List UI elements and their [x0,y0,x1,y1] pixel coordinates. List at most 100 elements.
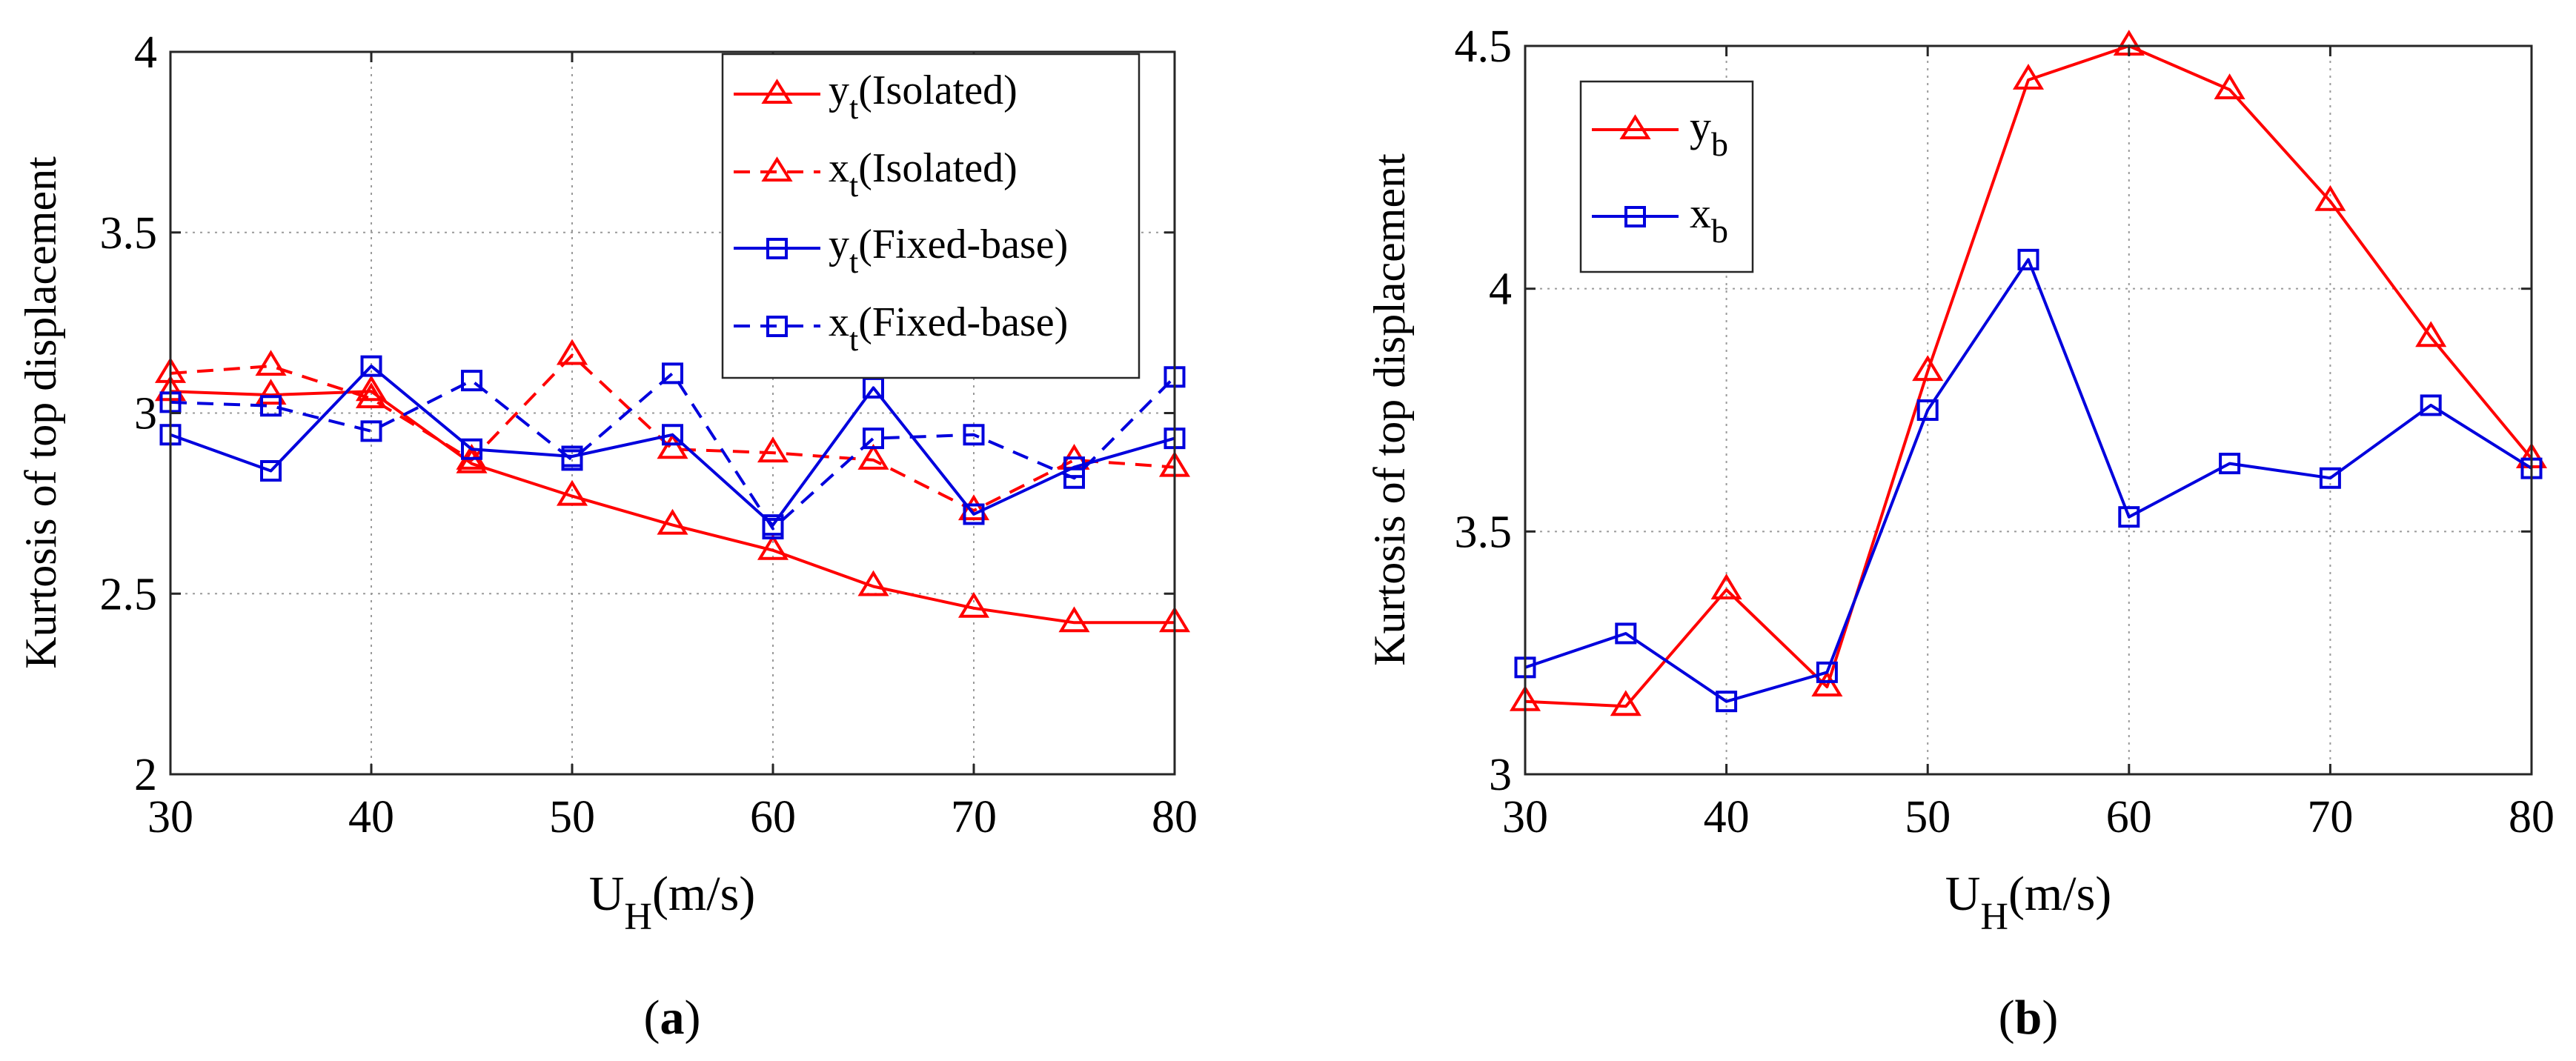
data-point-a-0-8 [957,591,990,618]
legend-box-a [721,53,1141,379]
x-tick-label-a-3: 60 [750,792,796,842]
y-axis-label-b: Kurtosis of top displacement [1365,153,1414,666]
y-tick-label-a-2: 3 [134,389,157,439]
legend-marker-b-1 [1624,206,1646,227]
legend-entry-b-0: yb [1592,102,1728,163]
data-point-b-1-5 [2017,248,2039,270]
data-point-b-1-6 [2118,506,2140,528]
legend-label-a-0: yt(Isolated) [829,67,1018,126]
x-tick-label-a-1: 40 [348,792,394,842]
legend-label-b-1: xb [1690,189,1728,250]
ticks-b: 30 40 50 60 70 80 3 3.5 4 4.5 [1455,21,2555,842]
data-point-a-3-8 [963,424,985,446]
x-tick-label-b-5: 80 [2509,792,2555,842]
x-tick-label-b-3: 60 [2106,792,2152,842]
legend-marker-a-3 [766,316,788,337]
x-axis-label-rest-a: (m/s) [652,867,755,921]
x-axis-label-sub-a: H [624,896,652,938]
series-line-a-0 [170,390,1175,625]
data-point-b-0-9 [2415,321,2447,347]
y-tick-label-a-1: 2.5 [100,569,158,619]
data-point-a-0-1 [255,379,287,405]
x-tick-label-a-0: 30 [147,792,193,842]
data-point-a-0-9 [1058,606,1090,633]
y-axis-label-a: Kurtosis of top displacement [16,156,65,669]
panel-a: 30 40 50 60 70 80 2 2.5 3 3.5 4 Kurtosis of top di… [16,27,1198,1045]
x-tick-label-b-4: 70 [2307,792,2353,842]
legend-entry-a-0: yt(Isolated) [734,67,1018,126]
legend-entry-a-3: xt(Fixed-base) [734,299,1068,358]
series-line-b-0 [1524,44,2533,708]
legend-entry-b-1: xb [1592,189,1728,250]
ticks-a: 30 40 50 60 70 80 2 2.5 3 3.5 4 [100,27,1198,842]
data-point-a-0-4 [556,479,588,506]
y-tick-label-b-0: 3 [1489,750,1512,800]
legend-marker-a-0 [761,79,793,104]
x-tick-label-a-5: 80 [1152,792,1198,842]
data-point-a-3-3 [461,370,482,392]
legend-label-b-0: yb [1690,102,1728,163]
data-point-a-3-9 [1063,467,1085,489]
data-point-a-1-4 [556,339,588,365]
legend-b: yb xb [1579,80,1754,273]
panel-caption-a: (a) [644,991,701,1045]
data-point-b-0-3 [1811,671,1843,697]
data-point-a-1-5 [657,433,688,459]
x-tick-label-b-2: 50 [1905,792,1951,842]
y-tick-label-a-0: 2 [134,750,157,800]
series-line-a-3 [170,371,1176,530]
data-point-b-0-1 [1610,690,1641,716]
x-axis-label-rest-b: (m/s) [2008,867,2111,921]
x-tick-label-b-1: 40 [1704,792,1750,842]
data-point-a-2-2 [360,355,382,377]
panel-caption-letter-b: b [2015,991,2042,1045]
y-tick-label-a-4: 4 [134,27,157,78]
data-point-a-0-3 [456,447,488,473]
x-tick-label-a-2: 50 [549,792,595,842]
y-tick-label-a-3: 3.5 [100,208,158,259]
y-tick-label-b-2: 4 [1489,265,1512,315]
data-point-b-1-1 [1615,622,1637,645]
data-point-a-1-2 [355,382,388,408]
x-axis-label-a: UH(m/s) [589,867,756,938]
series-layer-a [154,339,1191,633]
y-tick-label-b-1: 3.5 [1455,507,1513,557]
series-line-a-1 [170,353,1175,513]
data-point-b-1-3 [1816,661,1838,683]
x-axis-label-main-a: U [589,867,625,921]
data-point-a-0-5 [657,508,688,535]
data-point-a-0-7 [857,570,889,596]
data-point-b-1-7 [2219,453,2241,475]
legend-marker-a-1 [761,156,793,182]
x-axis-label-b: UH(m/s) [1945,867,2112,938]
data-point-b-0-8 [2314,184,2346,211]
data-point-a-1-1 [255,350,287,376]
x-axis-label-sub-b: H [1980,896,2008,938]
data-point-a-2-3 [461,438,482,460]
data-point-a-2-1 [260,460,282,482]
axes-box-b [1524,44,2533,776]
data-point-b-1-4 [1916,399,1939,421]
data-point-b-1-8 [2319,467,2341,489]
legend-marker-b-0 [1619,114,1651,139]
series-line-a-2 [170,365,1175,527]
legend-a: yt(Isolated) xt(Isolated) yt(Fixed-base)… [721,53,1141,379]
data-point-a-2-8 [963,503,985,525]
panel-b: 30 40 50 60 70 80 3 3.5 4 4.5 Kurtosis of top dis… [1365,21,2555,1045]
data-point-a-1-6 [757,436,789,463]
legend-entry-a-1: xt(Isolated) [734,145,1018,204]
data-point-b-1-2 [1716,691,1738,713]
series-line-b-1 [1524,258,2533,703]
data-point-b-0-5 [2012,64,2045,90]
legend-label-a-3: xt(Fixed-base) [829,299,1068,358]
data-point-a-3-5 [662,362,683,385]
data-point-b-1-9 [2420,394,2442,416]
data-point-a-3-1 [260,395,282,417]
data-point-b-0-7 [2214,73,2245,99]
panel-caption-b: (b) [1999,991,2059,1045]
legend-marker-a-2 [766,238,788,259]
panel-caption-letter-a: a [660,991,685,1045]
x-tick-label-b-0: 30 [1502,792,1548,842]
legend-entry-a-2: yt(Fixed-base) [734,222,1068,280]
